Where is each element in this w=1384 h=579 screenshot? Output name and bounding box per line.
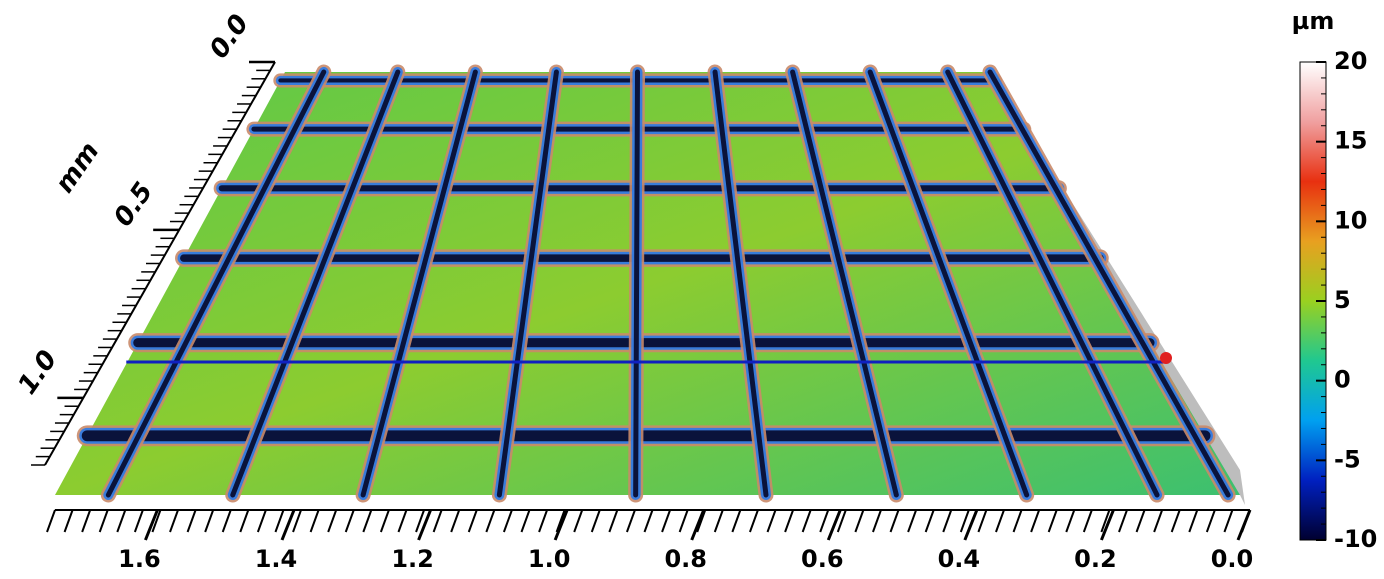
x-minor-tick [258, 510, 266, 532]
x-minor-tick [715, 510, 723, 532]
colorbar-tick-label: 20 [1334, 47, 1367, 75]
x-minor-tick [645, 510, 653, 532]
y-tick-label: 0.5 [108, 177, 159, 232]
x-minor-tick [346, 510, 354, 532]
x-minor-tick [820, 510, 828, 532]
x-minor-tick [1014, 510, 1022, 532]
x-tick [1238, 510, 1250, 540]
x-tick [282, 510, 294, 540]
x-tick-label: 0.2 [1074, 545, 1117, 573]
x-minor-tick [891, 510, 899, 532]
x-tick [419, 510, 431, 540]
x-tick-label: 0.6 [801, 545, 844, 573]
x-minor-tick [943, 510, 951, 532]
x-minor-tick [451, 510, 459, 532]
x-minor-tick [996, 510, 1004, 532]
colorbar-tick-label: -10 [1334, 525, 1377, 553]
x-minor-tick [328, 510, 336, 532]
x-minor-tick [1084, 510, 1092, 532]
x-minor-tick [504, 510, 512, 532]
y-axis-label: mm [50, 137, 106, 199]
x-minor-tick [82, 510, 90, 532]
x-minor-tick [1137, 510, 1145, 532]
x-minor-tick [1172, 510, 1180, 532]
colorbar-tick-label: -5 [1334, 445, 1361, 473]
colorbar-tick-label: 5 [1334, 286, 1351, 314]
colorbar-label: µm [1292, 7, 1335, 35]
x-tick-label: 1.4 [255, 545, 298, 573]
x-tick-label: 0.0 [1211, 545, 1254, 573]
x-minor-tick [363, 510, 371, 532]
x-minor-tick [486, 510, 494, 532]
x-minor-tick [381, 510, 389, 532]
profile-marker [1160, 352, 1172, 364]
x-minor-tick [135, 510, 143, 532]
colorbar-tick-label: 0 [1334, 366, 1351, 394]
x-minor-tick [1031, 510, 1039, 532]
x-minor-tick [434, 510, 442, 532]
x-minor-tick [768, 510, 776, 532]
x-tick-label: 1.6 [118, 545, 161, 573]
x-minor-tick [574, 510, 582, 532]
x-minor-tick [240, 510, 248, 532]
x-minor-tick [680, 510, 688, 532]
x-tick-label: 0.4 [938, 545, 981, 573]
chart: 1.6 1.4 1.2 1.0 0.8 0.6 0.4 0.2 0.0 0.0 0.5 1.0 20 15… [0, 0, 1384, 579]
page: {"chart_data": {"type": "surface3d", "xt… [0, 0, 1384, 579]
x-minor-tick [961, 510, 969, 532]
x-minor-tick [521, 510, 529, 532]
x-minor-tick [1049, 510, 1057, 532]
x-minor-tick [873, 510, 881, 532]
x-minor-tick [275, 510, 283, 532]
colorbar-tick-label: 15 [1334, 127, 1367, 155]
x-minor-tick [592, 510, 600, 532]
x-minor-tick [188, 510, 196, 532]
x-minor-tick [732, 510, 740, 532]
x-minor-tick [803, 510, 811, 532]
x-minor-tick [398, 510, 406, 532]
x-minor-tick [65, 510, 73, 532]
x-minor-tick [1119, 510, 1127, 532]
x-minor-tick [1189, 510, 1197, 532]
x-minor-tick [117, 510, 125, 532]
x-minor-tick [100, 510, 108, 532]
x-minor-tick [469, 510, 477, 532]
x-minor-tick [1224, 510, 1232, 532]
x-minor-tick [539, 510, 547, 532]
x-minor-tick [170, 510, 178, 532]
groove [636, 72, 638, 495]
x-tick [828, 510, 840, 540]
x-minor-tick [662, 510, 670, 532]
x-minor-tick [855, 510, 863, 532]
x-minor-tick [311, 510, 319, 532]
x-tick-label: 1.2 [391, 545, 434, 573]
x-minor-tick [1207, 510, 1215, 532]
y-tick-label: 1.0 [12, 345, 63, 400]
x-minor-tick [926, 510, 934, 532]
x-tick-label: 1.0 [528, 545, 571, 573]
x-minor-tick [1066, 510, 1074, 532]
x-minor-tick [627, 510, 635, 532]
surface [55, 72, 1245, 505]
x-minor-tick [609, 510, 617, 532]
x-tick [555, 510, 567, 540]
x-minor-tick [978, 510, 986, 532]
x-minor-tick [223, 510, 231, 532]
x-minor-tick [205, 510, 213, 532]
x-minor-tick [1154, 510, 1162, 532]
x-minor-tick [785, 510, 793, 532]
x-minor-tick [908, 510, 916, 532]
y-tick-label: 0.0 [204, 9, 255, 64]
x-tick-label: 0.8 [664, 545, 707, 573]
x-tick [692, 510, 704, 540]
colorbar-tick-label: 10 [1334, 206, 1367, 234]
x-minor-tick [47, 510, 55, 532]
x-minor-tick [750, 510, 758, 532]
